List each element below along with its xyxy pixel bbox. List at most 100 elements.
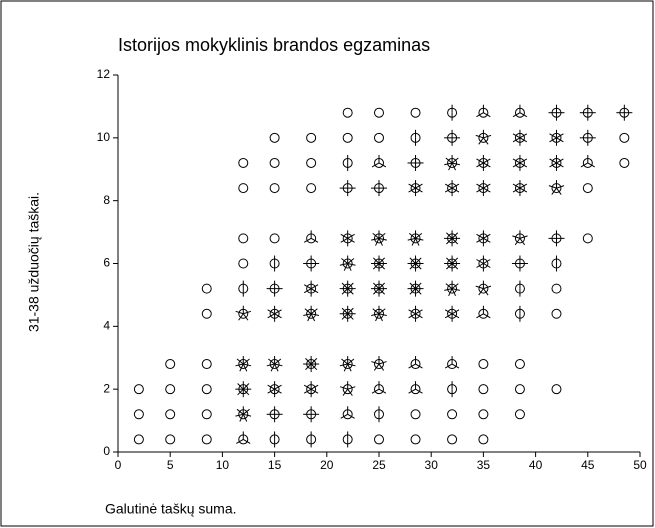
petal [311,313,320,317]
sunflower-center [269,157,280,168]
petal [445,157,453,164]
sunflower-center [342,132,353,143]
petal [580,162,589,168]
x-tick-label: 45 [581,458,595,472]
sunflower [201,308,212,319]
sunflower-center [478,359,489,370]
sunflower [371,381,387,395]
petal [415,309,423,315]
petal [475,285,484,290]
petal [444,183,453,189]
x-tick-label: 5 [167,458,174,472]
petal [378,388,387,394]
petal [303,313,312,317]
sunflower-center [306,132,317,143]
petal [371,361,380,365]
petal [378,232,386,239]
petal [415,238,420,246]
petal [587,162,595,168]
sunflower [238,258,249,269]
petal [409,263,416,270]
petal [415,282,422,289]
sunflower-center [238,258,249,269]
sunflower [267,381,282,398]
petal [235,363,244,367]
sunflower [408,180,423,197]
sunflower-center [133,434,144,445]
petal [483,112,491,118]
x-tick-label: 35 [477,458,491,472]
petal [303,288,312,294]
petal [512,137,521,143]
petal [341,307,349,315]
x-tick-label: 40 [529,458,543,472]
petal [512,133,521,139]
sunflower-center [514,359,525,370]
sunflower [475,280,492,296]
petal [407,237,416,241]
petal [378,237,387,241]
petal [310,388,319,394]
petal [451,187,460,193]
sunflower-center [306,183,317,194]
sunflower [201,434,212,445]
petal [340,237,348,243]
petal [512,112,521,118]
sunflower [342,431,353,448]
sunflower [339,381,356,396]
sunflower [551,255,562,272]
sunflower [266,356,283,372]
y-tick-label: 0 [103,444,110,458]
sunflower [512,180,528,197]
petal [267,309,275,315]
sunflower [478,384,489,395]
sunflower [447,409,458,420]
sunflower-center [410,434,421,445]
sunflower [371,230,387,246]
sunflower [514,384,525,395]
sunflower [306,183,317,194]
petal [415,183,423,189]
petal [372,232,380,239]
sunflower [303,255,320,272]
sunflower [407,255,424,272]
petal [409,288,416,295]
sunflower [548,230,565,247]
sunflower [475,129,492,145]
petal [556,162,564,168]
sunflower [339,255,356,271]
petal [451,363,460,369]
petal [519,112,528,118]
sunflower [339,180,356,197]
petal [378,288,386,295]
petal [378,308,386,315]
sunflower [512,104,528,118]
petal [310,237,319,243]
petal [341,288,349,295]
petal [347,363,356,367]
x-tick-label: 50 [633,458,647,472]
petal [378,238,383,246]
sunflower [551,308,562,319]
petal [415,257,422,264]
petal [408,388,416,394]
petal [448,288,453,297]
sunflower [447,381,458,398]
sunflower [269,255,280,272]
sunflower-center [447,434,458,445]
petal [378,257,386,264]
sunflower [133,384,144,395]
petal [310,358,318,365]
sunflower-center [374,132,384,143]
petal [372,288,380,295]
petal [243,363,252,367]
petal [451,183,460,189]
petal [415,237,424,241]
petal [378,162,387,168]
petal [242,388,250,396]
sunflower [444,129,461,146]
y-axis-label: 31-38 užduočių taškai. [26,192,42,332]
sunflower-center [238,233,249,244]
sunflower [549,129,564,146]
